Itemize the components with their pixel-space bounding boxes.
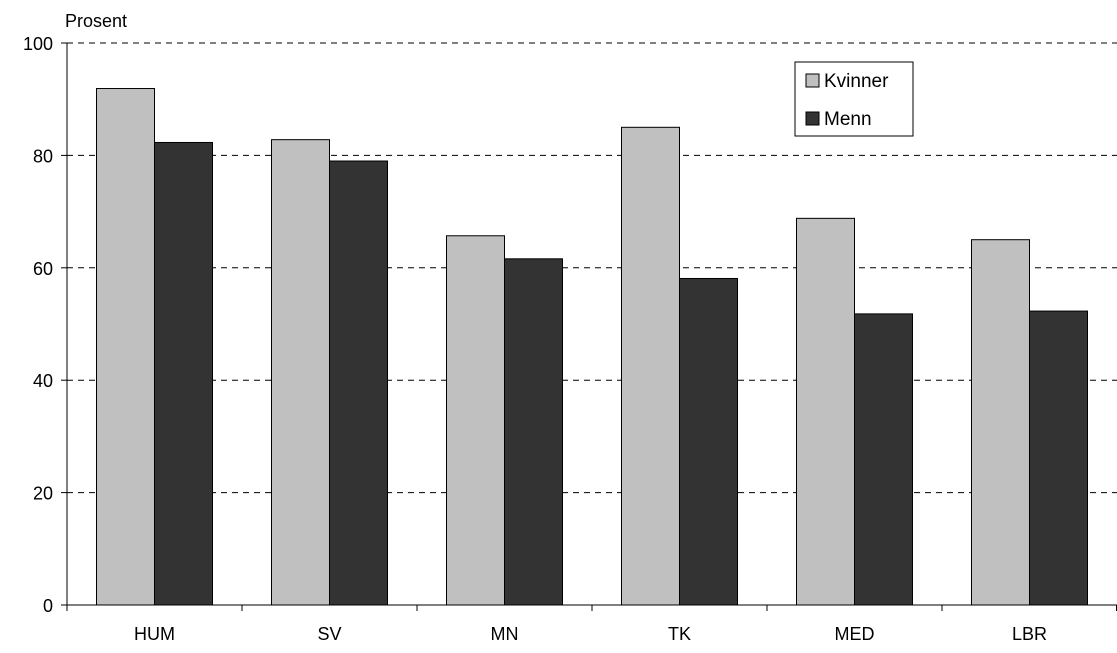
bar-kvinner-mn bbox=[446, 235, 505, 606]
bar-menn-lbr bbox=[1029, 310, 1088, 606]
y-tick-labels: 0 20 40 60 80 100 bbox=[23, 34, 53, 616]
bars bbox=[96, 88, 1088, 606]
x-tick-label: MN bbox=[491, 624, 519, 644]
y-tick-label: 40 bbox=[33, 371, 53, 391]
y-tick-label: 80 bbox=[33, 146, 53, 166]
bar-kvinner-sv bbox=[271, 139, 330, 606]
bar-kvinner-med bbox=[796, 217, 855, 606]
x-tick-label: SV bbox=[317, 624, 341, 644]
x-tick-label: LBR bbox=[1012, 624, 1047, 644]
legend-swatch-kvinner bbox=[805, 73, 820, 88]
bar-kvinner-tk bbox=[621, 126, 680, 606]
y-axis-title: Prosent bbox=[65, 11, 127, 31]
y-tick-label: 20 bbox=[33, 484, 53, 504]
legend-label-menn: Menn bbox=[824, 109, 872, 130]
bar-menn-hum bbox=[154, 141, 213, 606]
bar-menn-med bbox=[854, 313, 913, 606]
legend: Kvinner Menn bbox=[794, 61, 914, 137]
x-tick-label: TK bbox=[668, 624, 691, 644]
y-tick-label: 100 bbox=[23, 34, 53, 54]
bar-menn-tk bbox=[679, 277, 738, 606]
bar-menn-mn bbox=[504, 258, 563, 606]
y-tick-label: 0 bbox=[43, 596, 53, 616]
x-tick-label: MED bbox=[835, 624, 875, 644]
gridlines bbox=[67, 42, 1117, 494]
legend-label-kvinner: Kvinner bbox=[824, 71, 889, 92]
x-tick-label: HUM bbox=[134, 624, 175, 644]
bar-menn-sv bbox=[329, 160, 388, 606]
x-tick-labels: HUM SV MN TK MED LBR bbox=[134, 624, 1047, 644]
bar-kvinner-hum bbox=[96, 88, 155, 606]
axes bbox=[61, 42, 1117, 611]
y-tick-label: 60 bbox=[33, 259, 53, 279]
legend-swatch-menn bbox=[805, 111, 820, 126]
bar-kvinner-lbr bbox=[971, 239, 1030, 606]
